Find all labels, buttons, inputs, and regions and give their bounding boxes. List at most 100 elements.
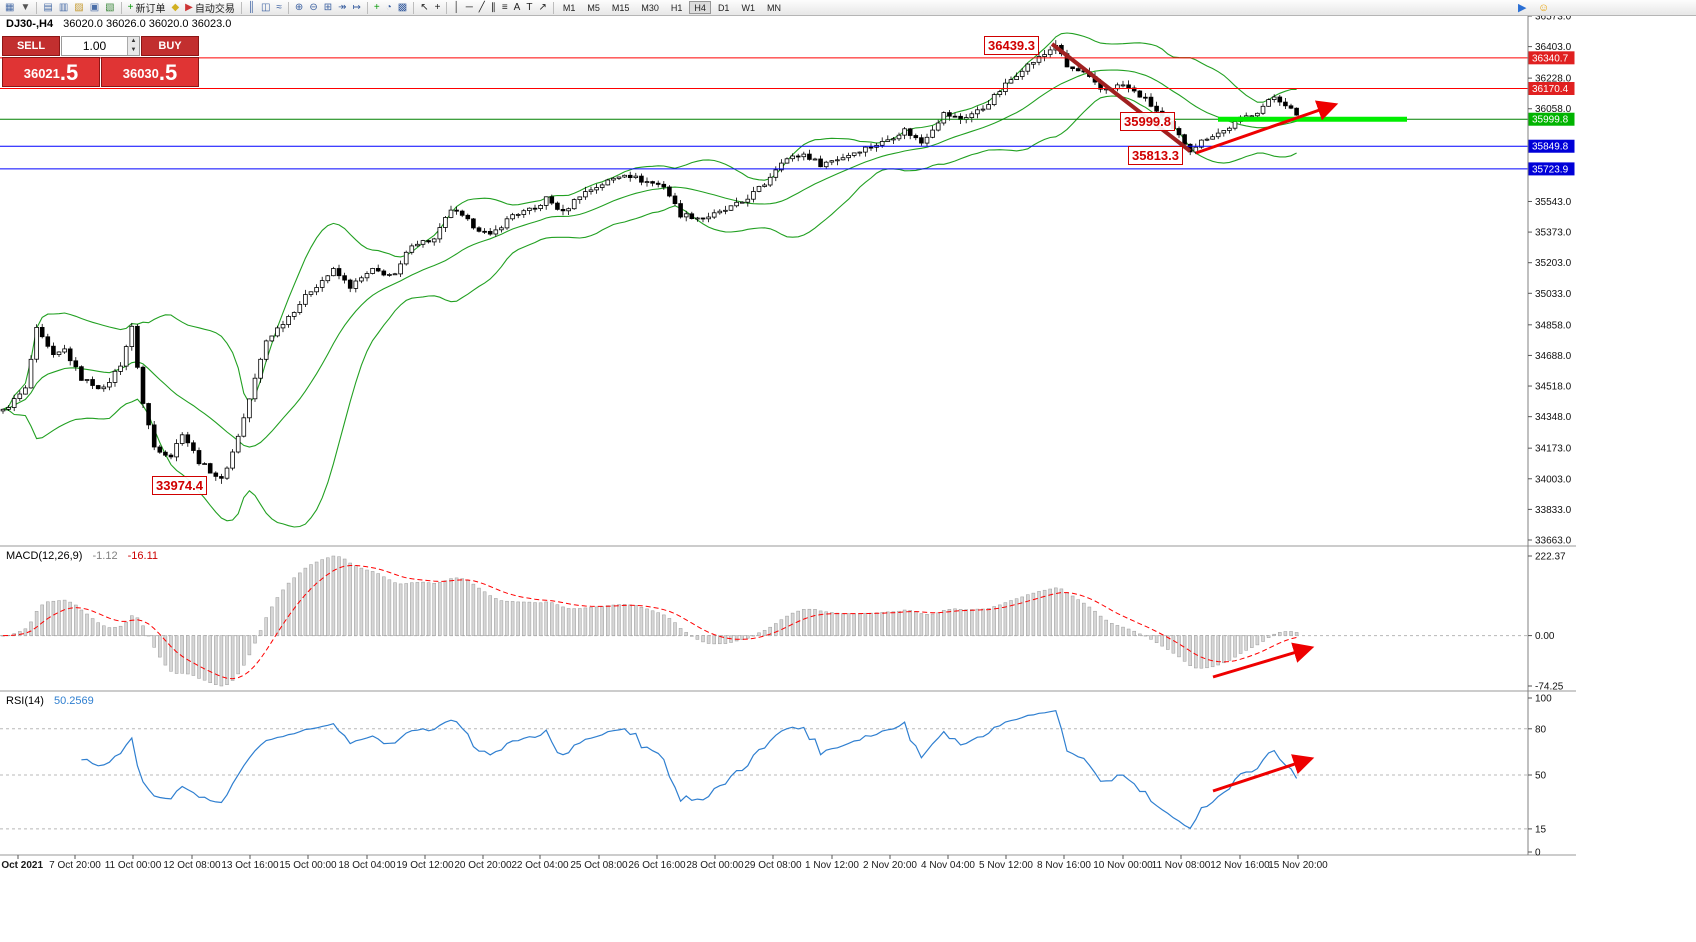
market-watch-button[interactable]: ▤ bbox=[41, 1, 54, 15]
timeframe-d1-button[interactable]: D1 bbox=[717, 3, 730, 13]
fibonacci-button[interactable]: ≡ bbox=[500, 1, 510, 15]
new-order-icon: + bbox=[127, 1, 134, 13]
indicators-button[interactable]: + bbox=[372, 1, 382, 15]
strategy-tester-button[interactable]: ▧ bbox=[103, 1, 116, 15]
timeframe-h4-button[interactable]: H4 bbox=[689, 1, 711, 14]
time-axis[interactable] bbox=[0, 855, 1528, 871]
timeframe-m1-button[interactable]: M1 bbox=[562, 3, 576, 13]
text-button[interactable]: A bbox=[512, 1, 523, 15]
toolbar-divider bbox=[413, 1, 415, 14]
timeframe-m5-button[interactable]: M5 bbox=[587, 3, 600, 13]
terminal-button[interactable]: ▣ bbox=[88, 1, 101, 15]
svg-text:36573.0: 36573.0 bbox=[1535, 12, 1572, 23]
svg-text:8 Nov 16:00: 8 Nov 16:00 bbox=[1037, 860, 1091, 871]
profiles-icon: ▼ bbox=[20, 1, 31, 13]
toolbar-divider bbox=[120, 1, 122, 14]
zoom-out-button[interactable]: ⊖ bbox=[307, 1, 319, 15]
smiley-icon[interactable]: ☺ bbox=[1538, 2, 1550, 14]
price-axis[interactable] bbox=[1528, 16, 1588, 855]
profiles-button[interactable]: ▼ bbox=[18, 1, 32, 15]
sell-price-display[interactable]: 36021 .5 bbox=[2, 57, 100, 87]
price-annotation[interactable]: 35813.3 bbox=[1128, 146, 1183, 165]
zoom-in-button[interactable]: ⊕ bbox=[293, 1, 305, 15]
timeframe-m15-button[interactable]: M15 bbox=[611, 3, 630, 13]
macd-panel-splitter[interactable] bbox=[0, 544, 1696, 547]
periods-button[interactable]: ◔ bbox=[384, 1, 394, 15]
zoom-out-icon: ⊖ bbox=[309, 1, 318, 13]
text-label-button[interactable]: T bbox=[524, 1, 534, 15]
svg-text:29 Oct 08:00: 29 Oct 08:00 bbox=[744, 860, 802, 871]
candles bbox=[0, 40, 1299, 484]
volume-increase-button[interactable]: ▲ bbox=[127, 37, 139, 46]
timeframe-h1-button[interactable]: H1 bbox=[670, 3, 683, 13]
rsi-line bbox=[81, 710, 1298, 830]
svg-text:22 Oct 04:00: 22 Oct 04:00 bbox=[511, 860, 569, 871]
templates-button[interactable]: ▩ bbox=[396, 1, 409, 15]
svg-text:35849.8: 35849.8 bbox=[1532, 142, 1569, 153]
price-annotation[interactable]: 33974.4 bbox=[152, 476, 207, 495]
volume-spinner: ▲ ▼ bbox=[127, 37, 139, 55]
candle-chart-mode-button[interactable]: ◫ bbox=[259, 1, 272, 15]
volume-decrease-button[interactable]: ▼ bbox=[127, 46, 139, 55]
new-order-button[interactable]: + 新订单 bbox=[126, 1, 168, 16]
text-icon: A bbox=[513, 1, 521, 13]
cursor-button[interactable]: ↖ bbox=[418, 1, 430, 15]
equidistant-channel-button[interactable]: ∥ bbox=[489, 1, 498, 15]
vertical-line-button[interactable]: │ bbox=[451, 1, 461, 15]
svg-text:36228.0: 36228.0 bbox=[1535, 74, 1572, 85]
panel-separators bbox=[0, 16, 1576, 856]
price-axis-labels: 36573.0 36403.0 36228.0 36058.0 35543.0 35373… bbox=[1528, 12, 1575, 547]
data-window-button[interactable]: ▥ bbox=[57, 1, 70, 15]
timeframe-m30-button[interactable]: M30 bbox=[641, 3, 659, 13]
sell-price-main: 36021 bbox=[23, 66, 60, 81]
horizontal-line-icon: ─ bbox=[465, 1, 473, 13]
timeframe-w1-button[interactable]: W1 bbox=[741, 3, 755, 13]
horizontal-line-button[interactable]: ─ bbox=[464, 1, 475, 15]
buy-button[interactable]: BUY bbox=[141, 36, 199, 56]
macd-signal-value: -16.11 bbox=[127, 550, 158, 562]
price-annotation[interactable]: 35999.8 bbox=[1120, 112, 1175, 131]
metaeditor-button[interactable]: ◆ bbox=[169, 1, 181, 15]
pointer-icon[interactable]: ▶ bbox=[1518, 2, 1527, 14]
line-chart-mode-button[interactable]: ≈ bbox=[274, 1, 284, 15]
crosshair-button[interactable]: + bbox=[433, 1, 443, 15]
svg-text:12 Nov 16:00: 12 Nov 16:00 bbox=[1210, 860, 1270, 871]
bar-chart-mode-button[interactable]: ║ bbox=[246, 1, 257, 15]
autotrading-button[interactable]: ▶ 自动交易 bbox=[183, 1, 237, 16]
svg-text:35033.0: 35033.0 bbox=[1535, 289, 1572, 300]
line-chart-mode-icon: ≈ bbox=[276, 1, 282, 13]
timeframe-mn-button[interactable]: MN bbox=[766, 3, 781, 13]
new-chart-button[interactable]: ▦ bbox=[3, 1, 16, 15]
svg-text:0.00: 0.00 bbox=[1535, 631, 1555, 642]
chart-shift-button[interactable]: ↦ bbox=[350, 1, 362, 15]
macd-title: MACD(12,26,9) bbox=[6, 550, 83, 562]
navigator-button[interactable]: ▨ bbox=[72, 1, 85, 15]
drawn-objects[interactable] bbox=[1050, 42, 1339, 793]
volume-input[interactable] bbox=[62, 37, 139, 55]
tile-windows-button[interactable]: ⊞ bbox=[322, 1, 334, 15]
svg-text:36170.4: 36170.4 bbox=[1532, 84, 1569, 95]
candle-chart-mode-icon: ◫ bbox=[260, 1, 271, 13]
svg-text:15 Oct 00:00: 15 Oct 00:00 bbox=[279, 860, 337, 871]
trendline-button[interactable]: ╱ bbox=[477, 1, 487, 15]
toolbar-divider bbox=[287, 1, 289, 14]
svg-text:11 Nov 08:00: 11 Nov 08:00 bbox=[1152, 860, 1211, 871]
svg-text:35723.9: 35723.9 bbox=[1532, 164, 1569, 175]
arrows-tool-button[interactable]: ↗ bbox=[536, 1, 548, 15]
sell-button[interactable]: SELL bbox=[2, 36, 60, 56]
templates-icon: ▩ bbox=[397, 1, 408, 13]
bar-chart-mode-icon: ║ bbox=[247, 1, 255, 13]
rsi-panel-splitter[interactable] bbox=[0, 689, 1696, 692]
buy-price-display[interactable]: 36030 .5 bbox=[101, 57, 199, 87]
new-order-label: 新订单 bbox=[135, 4, 166, 15]
buy-price-main: 36030 bbox=[122, 66, 159, 81]
chart-title: DJ30-,H4 36020.0 36026.0 36020.0 36023.0 bbox=[6, 18, 231, 30]
buy-price-pips: .5 bbox=[158, 60, 178, 85]
macd-histogram bbox=[1, 555, 1299, 687]
rsi-indicator-header: RSI(14) 50.2569 bbox=[6, 695, 94, 707]
autotrading-label: 自动交易 bbox=[194, 4, 235, 15]
auto-scroll-button[interactable]: ↠ bbox=[336, 1, 348, 15]
price-annotation[interactable]: 36439.3 bbox=[984, 36, 1039, 55]
